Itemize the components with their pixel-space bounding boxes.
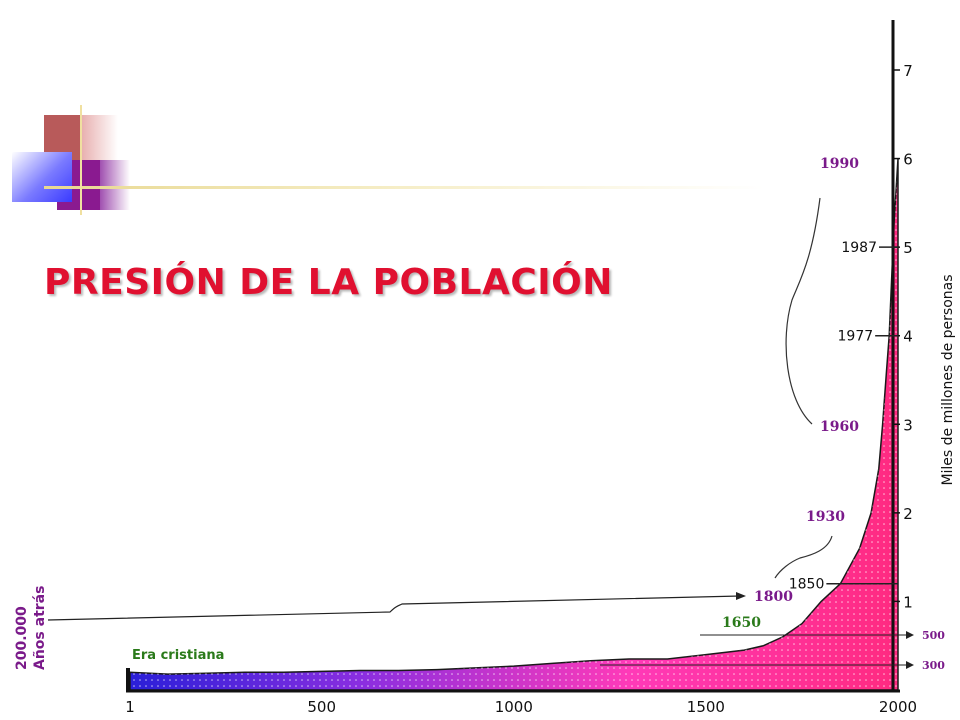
annotation-300: 300 <box>922 659 945 672</box>
decor-square-blue <box>12 152 72 202</box>
y-tick-label: 2 <box>903 505 913 523</box>
marker-label: 1977 <box>838 329 874 345</box>
y-tick-label: 1 <box>903 593 913 611</box>
decor-square-purple-fade <box>100 160 130 210</box>
y-tick-label: 7 <box>903 62 913 80</box>
y-tick-label: 6 <box>903 151 913 169</box>
x-tick-label: 1 <box>125 698 135 716</box>
x-tick-label: 1500 <box>687 698 725 716</box>
y-tick-label: 4 <box>903 328 913 346</box>
bracket-1960-1990 <box>785 197 821 425</box>
arrow-1800 <box>736 592 746 600</box>
annotation-1930: 1930 <box>806 509 845 525</box>
annotation-500: 500 <box>922 629 945 642</box>
series-area <box>129 158 899 691</box>
marker-label: 1850 <box>789 577 825 593</box>
left-label-group: 200.000 Años atrás <box>14 586 46 670</box>
line-200000-to-1800 <box>47 595 741 621</box>
x-tick-label: 2000 <box>879 698 917 716</box>
left-label-ago: Años atrás <box>32 586 46 670</box>
ref-arrow-300 <box>906 661 914 669</box>
annotation-era-cristiana: Era cristiana <box>132 648 224 663</box>
marker-label: 1987 <box>841 240 877 256</box>
decor-line-horizontal <box>44 186 764 189</box>
y-tick-label: 5 <box>903 239 913 257</box>
y-axis-title: Miles de millones de personas <box>940 274 956 485</box>
ref-arrow-500 <box>906 631 914 639</box>
annotation-1800: 1800 <box>754 589 793 605</box>
annotation-1650: 1650 <box>722 615 761 631</box>
page-title: PRESIÓN DE LA POBLACIÓN <box>44 262 613 303</box>
series-area-texture <box>130 158 898 691</box>
bracket-1930 <box>774 535 833 579</box>
annotation-1990: 1990 <box>820 156 859 172</box>
x-tick-label: 500 <box>307 698 336 716</box>
x-tick-label: 1000 <box>495 698 533 716</box>
left-label-years: 200.000 <box>14 606 30 670</box>
decor-line-vertical <box>80 105 82 215</box>
y-tick-label: 3 <box>903 416 913 434</box>
annotation-1960: 1960 <box>820 419 859 435</box>
